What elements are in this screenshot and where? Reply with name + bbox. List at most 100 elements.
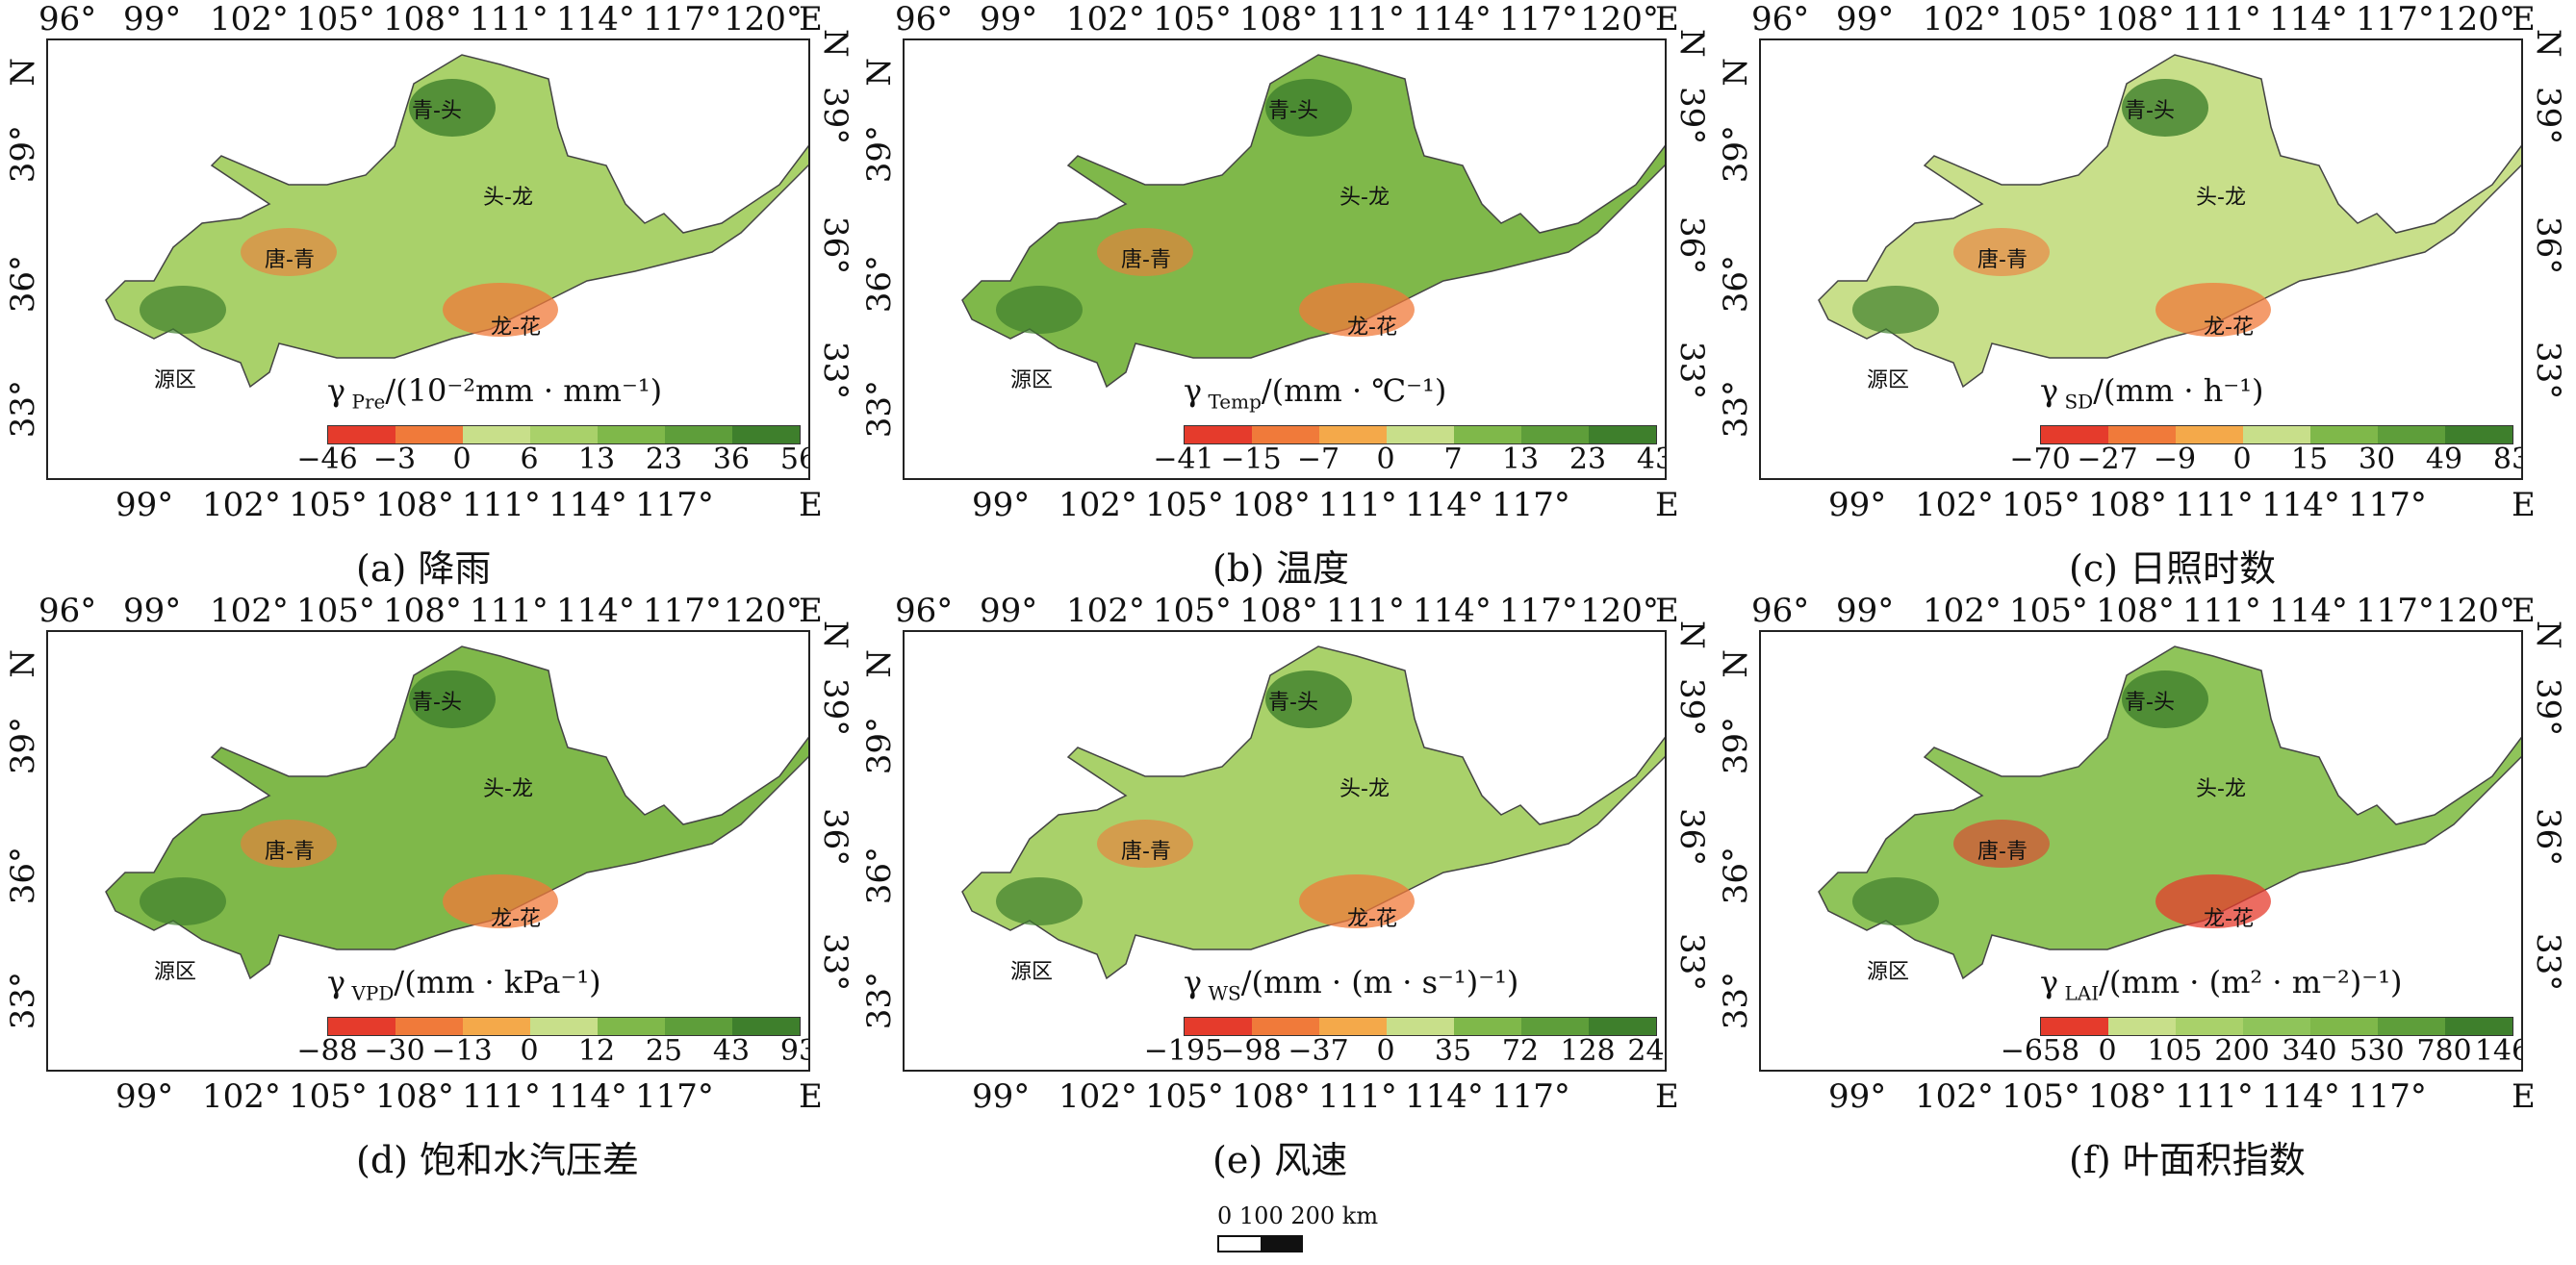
lon-tick-top: 111°: [1326, 0, 1405, 38]
lon-tick-bottom: 99°: [115, 1077, 174, 1116]
lon-tick-bottom: 102°: [1915, 1077, 1994, 1116]
lon-tick-bottom: 105°: [1145, 1077, 1224, 1116]
lon-tick-top: 99°: [980, 0, 1038, 38]
lon-tick-top: 105°: [296, 592, 375, 630]
lon-tick-bottom: 102°: [202, 1077, 281, 1116]
lon-tick-top: 108°: [383, 592, 462, 630]
map-panel: 96° 99° 102° 105° 108° 111° 114° 117° 120° E 99° 10…: [1713, 592, 2567, 1181]
map-patch: [1953, 228, 2050, 276]
region-label: 青-头: [2125, 691, 2175, 715]
lon-tick-bottom: 111°: [462, 1077, 541, 1116]
map-frame: 青-头 头-龙 唐-青 龙-花 源区 γ WS/(mm · (m · s⁻¹)⁻…: [903, 630, 1667, 1072]
lat-tick-left: 36°: [860, 255, 899, 314]
region-label: 龙-花: [1347, 316, 1397, 340]
colorbar-label: 72: [1501, 1034, 1540, 1068]
lon-tick-top: 102°: [1923, 0, 2002, 38]
lon-tick-top: 120°: [1580, 0, 1659, 38]
lon-tick-bottom: 117°: [2348, 1077, 2427, 1116]
lat-tick-left: 33°: [4, 972, 42, 1030]
colorbar-label: 1464: [2474, 1034, 2521, 1068]
lon-tick-top: 102°: [210, 0, 289, 38]
lon-tick-top: 108°: [383, 0, 462, 38]
map-patch: [140, 877, 226, 925]
lon-tick-bottom: 117°: [635, 486, 714, 524]
region-label: 头-龙: [483, 777, 533, 801]
colorbar-label: −27: [2077, 443, 2138, 476]
lat-tick-left: 39°: [860, 717, 899, 775]
lon-tick-bottom: 117°: [1492, 1077, 1570, 1116]
colorbar-label: 43: [712, 1034, 751, 1068]
colorbar-label: −7: [1296, 443, 1340, 476]
colorbar-label: −30: [364, 1034, 425, 1068]
map-patch: [241, 820, 337, 868]
lon-tick-top: 117°: [2356, 0, 2435, 38]
lat-tick-left: 39°: [4, 717, 42, 775]
lon-tick-top: 102°: [210, 592, 289, 630]
lon-tick-bottom: 108°: [1232, 486, 1311, 524]
map-panel: 96° 99° 102° 105° 108° 111° 114° 117° 120° E 99° 10…: [1713, 0, 2567, 590]
lon-tick-top: 108°: [2096, 592, 2175, 630]
yellow-river-basin: [961, 54, 1665, 389]
region-label: 青-头: [1268, 691, 1318, 715]
axis-e-top: E: [799, 592, 823, 630]
lat-tick-right: 39°: [816, 678, 854, 737]
colorbar-label: −41: [1153, 443, 1214, 476]
colorbar-label: 0: [2098, 1034, 2117, 1068]
lon-tick-top: 111°: [470, 0, 548, 38]
axis-n-right: N: [1672, 620, 1711, 649]
lon-tick-top: 120°: [724, 0, 803, 38]
axis-e-top: E: [1655, 592, 1679, 630]
map-patch: [140, 286, 226, 334]
colorbar-label: 247: [1627, 1034, 1665, 1068]
region-label: 龙-花: [1347, 907, 1397, 931]
lat-tick-left: 33°: [860, 972, 899, 1030]
lat-tick-right: 36°: [1672, 808, 1711, 867]
axis-n-left: N: [1717, 649, 1755, 678]
region-label: 头-龙: [1339, 777, 1390, 801]
lon-tick-top: 99°: [123, 592, 182, 630]
map-patch: [1265, 79, 1352, 137]
lon-tick-top: 117°: [2356, 592, 2435, 630]
lon-tick-top: 117°: [1499, 592, 1578, 630]
lon-tick-bottom: 117°: [635, 1077, 714, 1116]
lon-tick-top: 108°: [2096, 0, 2175, 38]
lon-tick-top: 120°: [724, 592, 803, 630]
lon-tick-top: 105°: [1153, 0, 1232, 38]
scale-bar-label: 0 100 200 km: [1217, 1202, 1379, 1229]
panel-caption: (d) 饱和水汽压差: [356, 1139, 640, 1181]
basin-map: [105, 54, 808, 389]
axis-n-right: N: [816, 29, 854, 58]
map-patch: [241, 228, 337, 276]
lon-tick-bottom: 99°: [972, 486, 1031, 524]
lat-tick-left: 36°: [1717, 255, 1755, 314]
region-label: 源区: [1010, 960, 1054, 984]
map-frame: 青-头 头-龙 唐-青 龙-花 源区 γ LAI/(mm · (m² · m⁻²…: [1759, 630, 2523, 1072]
lon-tick-top: 114°: [2269, 592, 2348, 630]
colorbar-label: 13: [577, 443, 616, 476]
legend-title: γ WS/(mm · (m · s⁻¹)⁻¹): [1184, 964, 1519, 1005]
basin-map: [1818, 645, 2521, 980]
lon-tick-top: 117°: [643, 592, 722, 630]
panel-caption: (e) 风速: [1212, 1139, 1348, 1181]
lon-tick-bottom: 102°: [1058, 486, 1137, 524]
colorbar-label: 30: [2358, 443, 2396, 476]
lon-tick-top: 111°: [1326, 592, 1405, 630]
lon-tick-top: 111°: [470, 592, 548, 630]
colorbar-label: 128: [1560, 1034, 1616, 1068]
map-patch: [1097, 228, 1193, 276]
lat-tick-right: 39°: [1672, 87, 1711, 145]
map-patch: [1299, 874, 1415, 928]
lon-tick-top: 117°: [1499, 0, 1578, 38]
region-label: 头-龙: [483, 186, 533, 210]
lon-tick-top: 114°: [556, 0, 635, 38]
lon-tick-top: 114°: [2269, 0, 2348, 38]
lat-tick-left: 33°: [860, 380, 899, 439]
colorbar-label: 43: [1636, 443, 1665, 476]
lon-tick-top: 117°: [643, 0, 722, 38]
colorbar-label: 83: [2492, 443, 2521, 476]
lon-tick-bottom: 117°: [1492, 486, 1570, 524]
lon-tick-top: 108°: [1239, 0, 1318, 38]
region-label: 源区: [1867, 960, 1910, 984]
map-panel: 96° 99° 102° 105° 108° 111° 114° 117° 120° E 99° 10…: [0, 592, 854, 1181]
lat-tick-left: 39°: [860, 125, 899, 184]
